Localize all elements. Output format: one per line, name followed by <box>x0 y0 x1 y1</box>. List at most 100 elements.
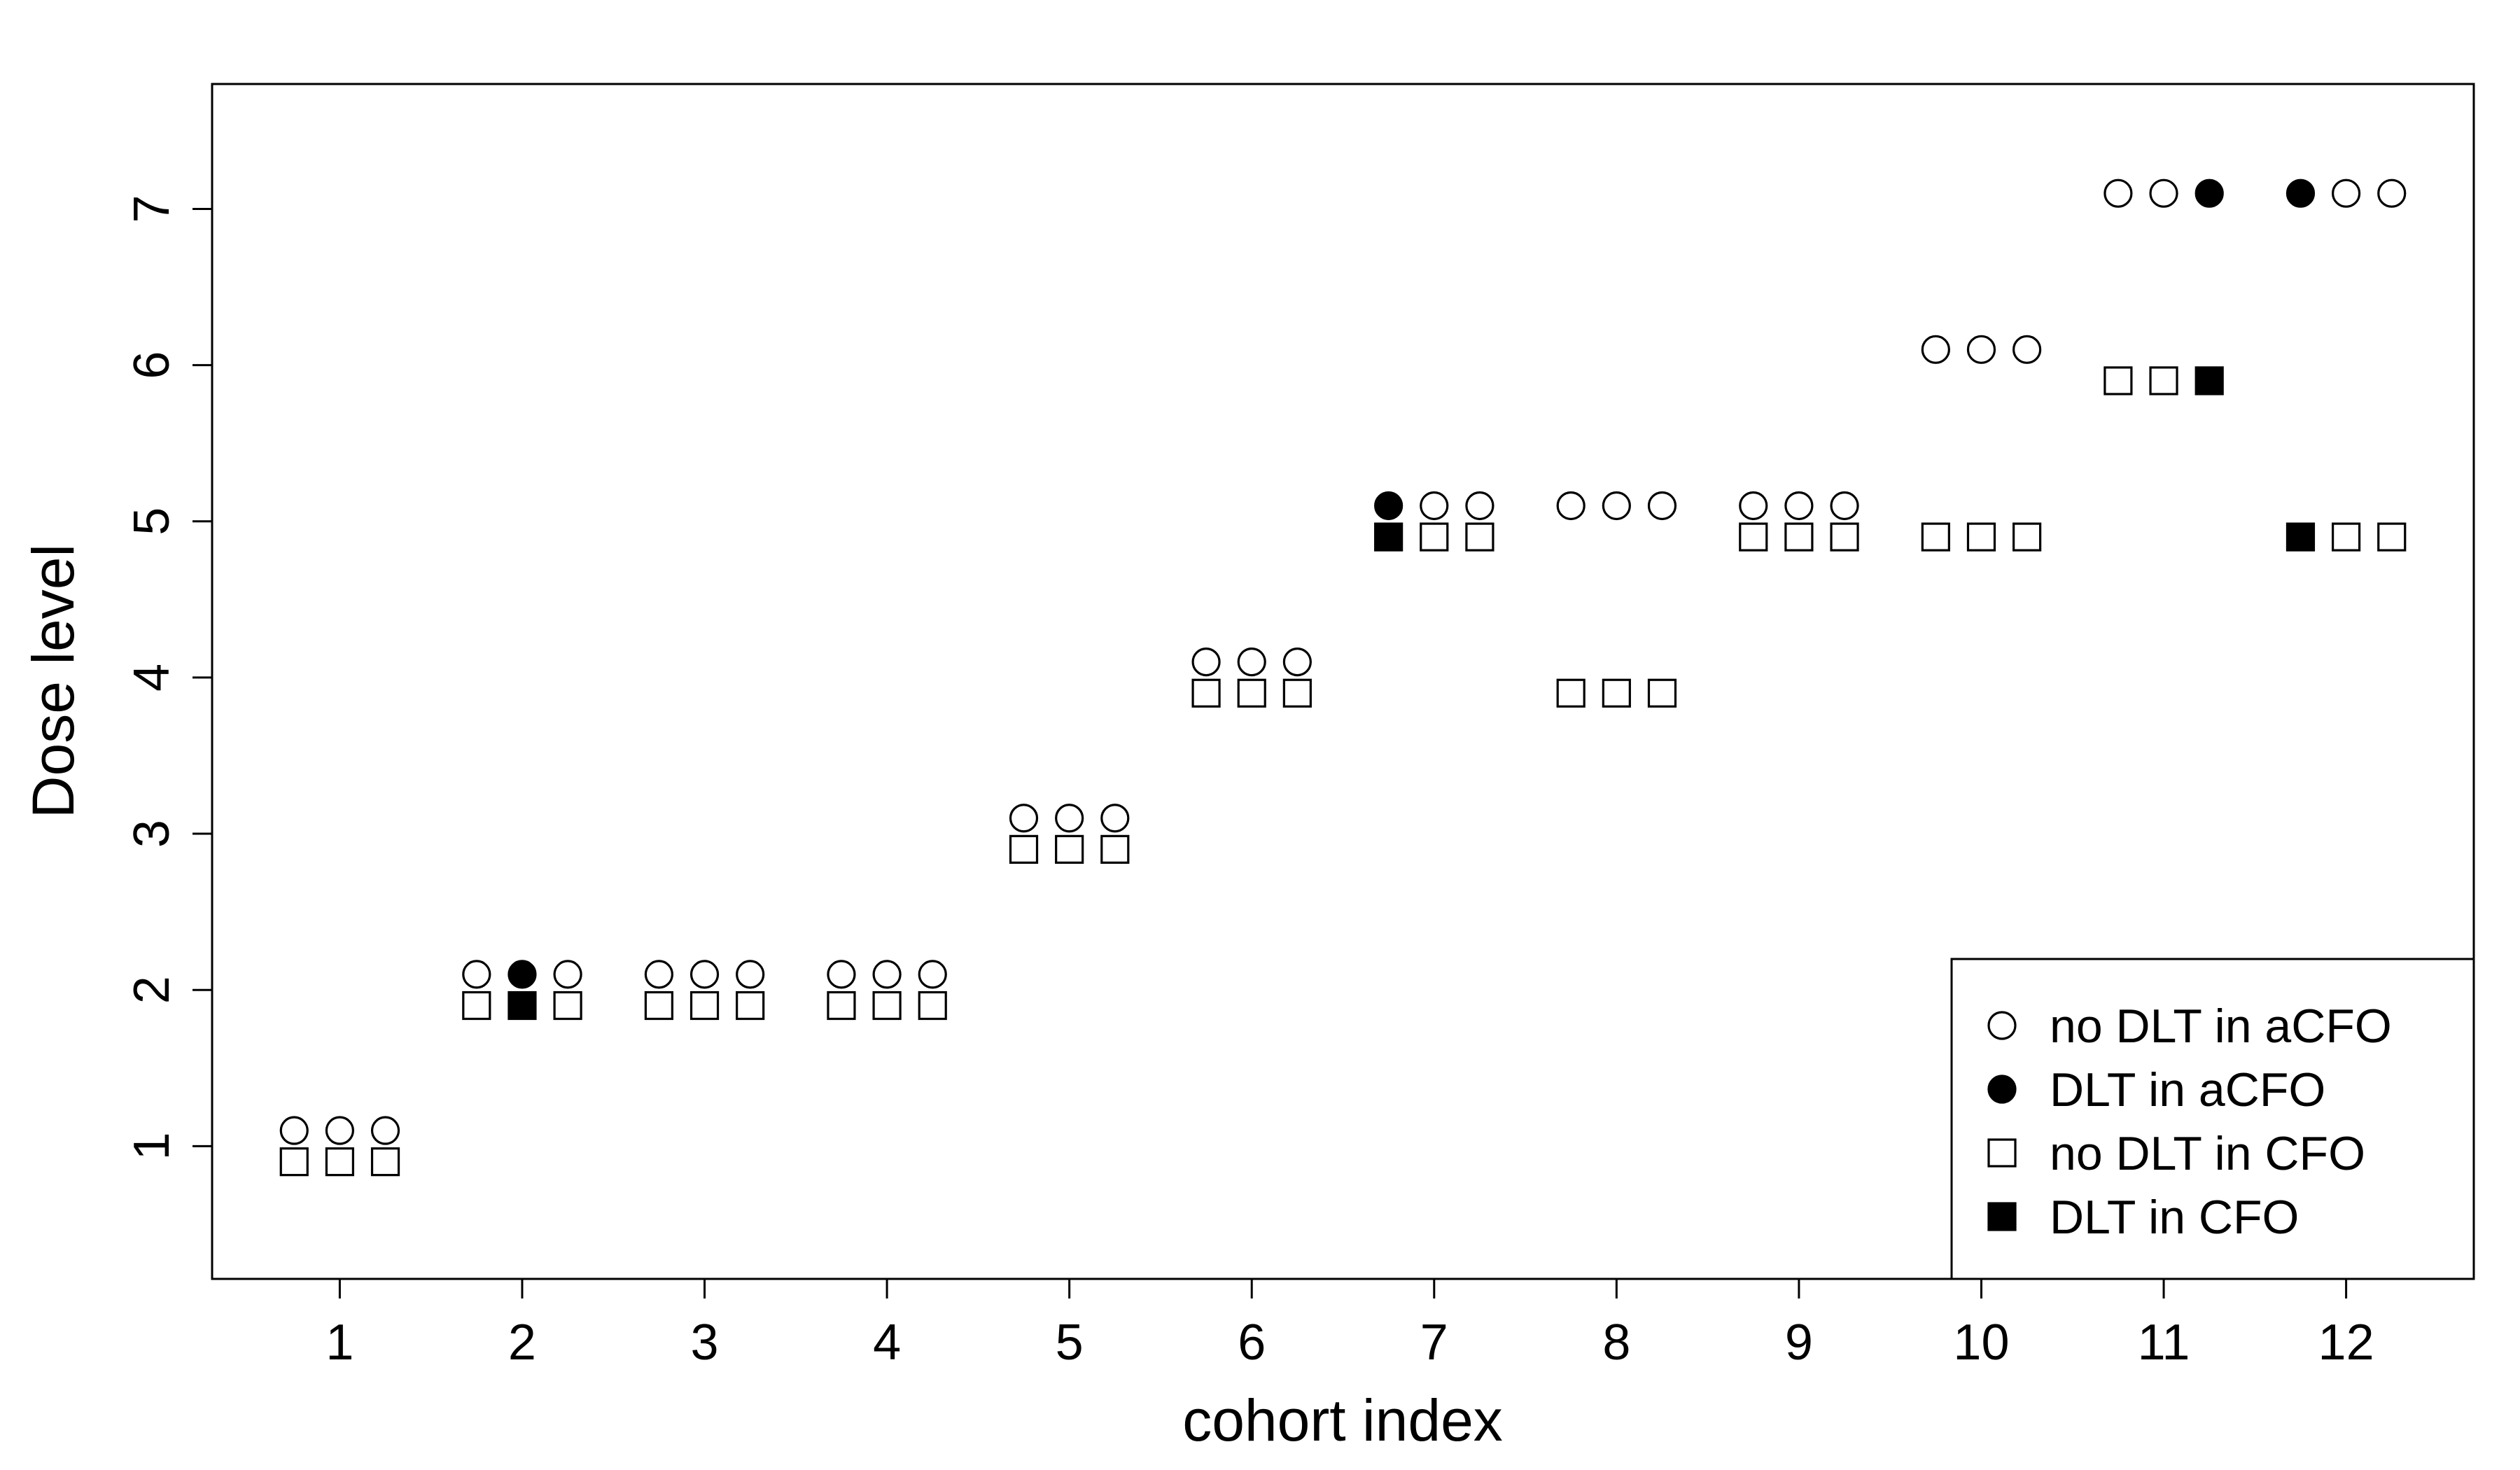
cfo-dlt-point <box>509 993 536 1019</box>
x-tick-label: 12 <box>2318 1315 2374 1371</box>
cfo-no-dlt-point <box>326 1149 353 1175</box>
cfo-no-dlt-point <box>1238 680 1265 706</box>
cfo-no-dlt-point <box>1056 836 1083 862</box>
acfo-no-dlt-point <box>2014 336 2040 363</box>
cfo-no-dlt-point <box>1922 524 1949 550</box>
y-tick-label: 5 <box>124 507 180 536</box>
cfo-no-dlt-point <box>1421 524 1448 550</box>
x-tick-label: 6 <box>1238 1315 1266 1371</box>
cfo-no-dlt-point <box>1102 836 1128 862</box>
y-tick-label: 4 <box>124 664 180 692</box>
x-tick-label: 3 <box>691 1315 719 1371</box>
acfo-no-dlt-point <box>1786 492 1812 519</box>
x-tick-label: 1 <box>326 1315 354 1371</box>
acfo-no-dlt-point <box>2333 180 2360 206</box>
cfo-no-dlt-point <box>692 993 718 1019</box>
acfo-no-dlt-point <box>828 961 855 988</box>
acfo-no-dlt-point <box>692 961 718 988</box>
legend-label: no DLT in aCFO <box>2050 1000 2392 1053</box>
acfo-no-dlt-point <box>1284 649 1310 676</box>
y-tick-label: 3 <box>124 820 180 848</box>
cfo-no-dlt-point <box>645 993 672 1019</box>
x-tick-label: 10 <box>1953 1315 2009 1371</box>
acfo-no-dlt-point <box>554 961 581 988</box>
legend-marker-filled-square <box>1989 1203 2015 1230</box>
legend-label: DLT in CFO <box>2050 1191 2299 1244</box>
cfo-no-dlt-point <box>372 1149 399 1175</box>
legend-label: no DLT in CFO <box>2050 1127 2365 1180</box>
acfo-no-dlt-point <box>1193 649 1219 676</box>
x-tick-label: 9 <box>1785 1315 1813 1371</box>
cfo-no-dlt-point <box>1648 680 1675 706</box>
cfo-no-dlt-point <box>463 993 490 1019</box>
acfo-dlt-point <box>509 961 536 988</box>
legend-marker-open-circle <box>1989 1012 2015 1039</box>
acfo-no-dlt-point <box>326 1117 353 1144</box>
acfo-no-dlt-point <box>1421 492 1448 519</box>
acfo-no-dlt-point <box>1740 492 1767 519</box>
y-tick-label: 2 <box>124 976 180 1004</box>
acfo-no-dlt-point <box>2150 180 2177 206</box>
x-tick-label: 4 <box>873 1315 901 1371</box>
acfo-no-dlt-point <box>281 1117 307 1144</box>
cfo-no-dlt-point <box>1603 680 1630 706</box>
cfo-no-dlt-point <box>1466 524 1493 550</box>
acfo-no-dlt-point <box>1831 492 1858 519</box>
acfo-no-dlt-point <box>1102 805 1128 832</box>
acfo-dlt-point <box>2196 180 2222 206</box>
legend-marker-filled-circle <box>1989 1076 2015 1102</box>
acfo-no-dlt-point <box>1056 805 1083 832</box>
y-tick-label: 1 <box>124 1132 180 1160</box>
cfo-no-dlt-point <box>1193 680 1219 706</box>
cfo-no-dlt-point <box>1786 524 1812 550</box>
cfo-no-dlt-point <box>1558 680 1584 706</box>
legend: no DLT in aCFO DLT in aCFO no DLT in CFO DL… <box>1952 959 2474 1279</box>
cfo-no-dlt-point <box>1968 524 1994 550</box>
acfo-no-dlt-point <box>372 1117 399 1144</box>
acfo-no-dlt-point <box>1922 336 1949 363</box>
acfo-no-dlt-point <box>1968 336 1994 363</box>
cfo-no-dlt-point <box>1831 524 1858 550</box>
cfo-no-dlt-point <box>737 993 764 1019</box>
acfo-no-dlt-point <box>1558 492 1584 519</box>
y-axis: 1 2 3 4 5 6 7 <box>124 195 212 1160</box>
cfo-no-dlt-point <box>2105 368 2132 394</box>
legend-marker-open-square <box>1989 1140 2015 1166</box>
cfo-no-dlt-point <box>919 993 946 1019</box>
x-tick-label: 2 <box>508 1315 536 1371</box>
acfo-no-dlt-point <box>463 961 490 988</box>
acfo-no-dlt-point <box>1011 805 1037 832</box>
acfo-no-dlt-point <box>1648 492 1675 519</box>
x-axis-title: cohort index <box>1182 1387 1503 1453</box>
cfo-no-dlt-point <box>828 993 855 1019</box>
cfo-no-dlt-point <box>1011 836 1037 862</box>
acfo-no-dlt-point <box>2379 180 2405 206</box>
cfo-no-dlt-point <box>281 1149 307 1175</box>
acfo-dlt-point <box>2287 180 2314 206</box>
acfo-dlt-point <box>1376 492 1402 519</box>
x-tick-label: 5 <box>1056 1315 1084 1371</box>
acfo-no-dlt-point <box>645 961 672 988</box>
y-axis-title: Dose level <box>20 544 86 818</box>
acfo-no-dlt-point <box>874 961 900 988</box>
acfo-no-dlt-point <box>1466 492 1493 519</box>
x-tick-label: 7 <box>1420 1315 1448 1371</box>
x-tick-label: 8 <box>1602 1315 1630 1371</box>
cfo-no-dlt-point <box>874 993 900 1019</box>
cfo-dlt-point <box>2287 524 2314 550</box>
acfo-no-dlt-point <box>1603 492 1630 519</box>
cfo-dlt-point <box>2196 368 2222 394</box>
cfo-dlt-point <box>1376 524 1402 550</box>
acfo-no-dlt-point <box>2105 180 2132 206</box>
acfo-no-dlt-point <box>1238 649 1265 676</box>
cfo-no-dlt-point <box>1740 524 1767 550</box>
legend-label: DLT in aCFO <box>2050 1063 2325 1116</box>
cfo-no-dlt-point <box>2014 524 2040 550</box>
acfo-no-dlt-point <box>919 961 946 988</box>
x-axis: 1 2 3 4 5 6 7 8 9 10 11 12 <box>326 1279 2374 1371</box>
cfo-no-dlt-point <box>2333 524 2360 550</box>
cfo-no-dlt-point <box>554 993 581 1019</box>
cfo-no-dlt-point <box>1284 680 1310 706</box>
acfo-no-dlt-point <box>737 961 764 988</box>
